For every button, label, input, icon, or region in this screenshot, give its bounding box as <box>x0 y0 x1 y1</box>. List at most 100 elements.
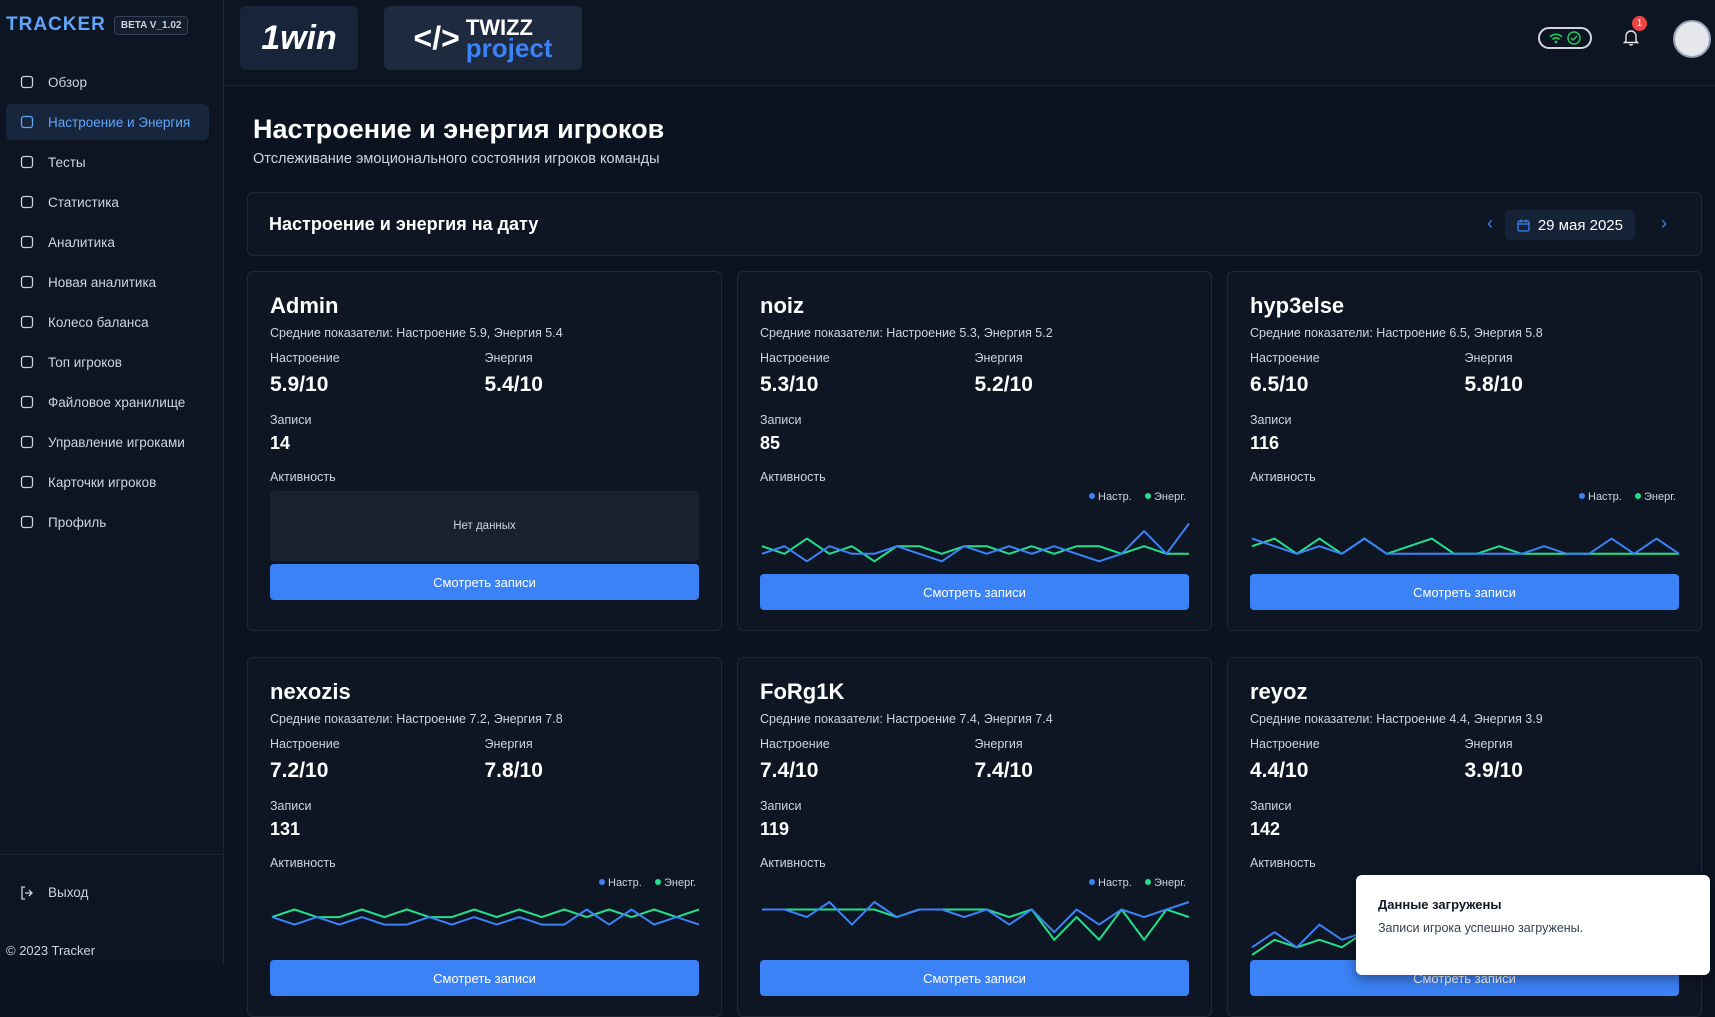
metrics-row: Настроение 5.9/10 Энергия 5.4/10 <box>270 351 699 397</box>
mood-block: Настроение 7.4/10 <box>760 737 975 783</box>
date-panel: Настроение и энергия на дату ‹ 29 мая 20… <box>247 192 1702 256</box>
mood-label: Настроение <box>270 351 340 365</box>
menu-item[interactable]: Статистика <box>6 184 209 220</box>
logout[interactable]: Выход <box>20 885 88 900</box>
date-panel-title: Настроение и энергия на дату <box>269 214 539 234</box>
toast-text: Записи игрока успешно загружены. <box>1378 921 1584 935</box>
legend-dot <box>1145 493 1151 499</box>
avatar[interactable] <box>1673 20 1711 58</box>
menu-item[interactable]: Файловое хранилище <box>6 384 209 420</box>
records-label: Записи <box>270 413 312 427</box>
date-value: 29 мая 2025 <box>1537 216 1623 234</box>
mood-block: Настроение 6.5/10 <box>1250 351 1465 397</box>
menu-icon <box>20 235 34 249</box>
energy-value: 7.8/10 <box>484 759 543 782</box>
energy-value: 5.4/10 <box>484 373 543 396</box>
legend-dot <box>1635 493 1641 499</box>
legend-dot <box>1579 493 1585 499</box>
records-label: Записи <box>1250 799 1292 813</box>
player-name: hyp3else <box>1250 293 1345 318</box>
records-value: 142 <box>1250 819 1281 839</box>
records-value: 119 <box>760 819 790 839</box>
energy-label: Энергия <box>974 737 1023 751</box>
mood-line <box>271 908 700 926</box>
legend-label: Энерг. <box>664 877 696 889</box>
menu-label: Топ игроков <box>48 354 122 370</box>
mood-value: 7.4/10 <box>760 759 819 782</box>
menu-icon <box>20 75 34 89</box>
menu-item[interactable]: Обзор <box>6 64 209 100</box>
view-records-button[interactable]: Смотреть записи <box>760 960 1189 996</box>
menu-icon <box>20 395 34 409</box>
next-date[interactable]: › <box>1661 213 1667 233</box>
menu-icon <box>20 115 34 129</box>
connection-status[interactable] <box>1538 27 1592 49</box>
view-records-button[interactable]: Смотреть записи <box>760 574 1189 610</box>
activity-chart: Настр. Энерг. <box>1251 491 1680 555</box>
logout-icon <box>21 885 33 900</box>
page-title: Настроение и энергия игроков <box>253 114 665 144</box>
menu-icon <box>20 315 34 329</box>
menu-item[interactable]: Карточки игроков <box>6 464 209 500</box>
menu-label: Настроение и Энергия <box>48 114 191 130</box>
energy-line <box>762 908 1190 941</box>
view-records-button[interactable]: Смотреть записи <box>270 564 699 600</box>
menu-item[interactable]: Управление игроками <box>6 424 209 460</box>
mood-line <box>761 522 1190 563</box>
notifications[interactable] <box>1623 28 1639 46</box>
menu-label: Карточки игроков <box>48 474 157 490</box>
energy-block: Энергия 5.4/10 <box>485 351 700 397</box>
menu-icon <box>20 275 34 289</box>
menu-item[interactable]: Новая аналитика <box>6 264 209 300</box>
menu-item[interactable]: Колесо баланса <box>6 304 209 340</box>
mood-value: 5.9/10 <box>270 373 329 396</box>
version: BETA V_1.02 <box>113 15 189 35</box>
menu-item[interactable]: Тесты <box>6 144 209 180</box>
menu-item[interactable]: Профиль <box>6 504 209 540</box>
prev-date[interactable]: ‹ <box>1487 213 1493 233</box>
menu-label: Тесты <box>48 154 86 170</box>
player-card: FoRg1K Средние показатели: Настроение 7.4… <box>737 657 1212 1017</box>
sidebar-footer: Выход © 2023 Tracker <box>0 854 224 964</box>
menu-item[interactable]: Настроение и Энергия <box>6 104 209 140</box>
legend-dot <box>1089 493 1095 499</box>
records-value: 14 <box>270 433 291 453</box>
records-value: 131 <box>270 819 301 839</box>
page-subtitle: Отслеживание эмоционального состояния иг… <box>253 151 660 167</box>
player-summary: Средние показатели: Настроение 6.5, Энер… <box>1250 326 1543 340</box>
calendar-icon <box>1517 219 1530 232</box>
legend-label: Настр. <box>1098 491 1132 503</box>
icon-shape <box>20 435 34 449</box>
player-summary: Средние показатели: Настроение 7.4, Энер… <box>760 712 1053 726</box>
icon-shape <box>20 395 34 409</box>
energy-block: Энергия 5.8/10 <box>1465 351 1680 397</box>
energy-block: Энергия 7.4/10 <box>975 737 1190 783</box>
energy-label: Энергия <box>484 351 533 365</box>
date-picker[interactable]: 29 мая 2025 <box>1504 210 1635 240</box>
menu-label: Профиль <box>48 514 107 530</box>
icon-shape <box>20 275 34 289</box>
mood-label: Настроение <box>1250 737 1320 751</box>
logo-bracket: </> <box>413 19 460 56</box>
menu-label: Статистика <box>48 194 119 210</box>
view-records-button[interactable]: Смотреть записи <box>270 960 699 996</box>
mood-value: 7.2/10 <box>270 759 329 782</box>
menu-item[interactable]: Топ игроков <box>6 344 209 380</box>
no-data: Нет данных <box>270 491 699 561</box>
menu-item[interactable]: Аналитика <box>6 224 209 260</box>
icon-shape <box>20 515 34 529</box>
menu-icon <box>20 435 34 449</box>
legend-dot <box>655 879 661 885</box>
view-records-button[interactable]: Смотреть записи <box>1250 574 1679 610</box>
records-value: 116 <box>1250 433 1280 453</box>
records-label: Записи <box>760 799 802 813</box>
player-summary: Средние показатели: Настроение 7.2, Энер… <box>270 712 563 726</box>
metrics-row: Настроение 5.3/10 Энергия 5.2/10 <box>760 351 1189 397</box>
metrics-row: Настроение 4.4/10 Энергия 3.9/10 <box>1250 737 1679 783</box>
energy-line <box>761 537 1189 563</box>
energy-value: 3.9/10 <box>1464 759 1523 782</box>
activity-label: Активность <box>270 856 336 870</box>
logo-bottom: project <box>465 33 553 63</box>
